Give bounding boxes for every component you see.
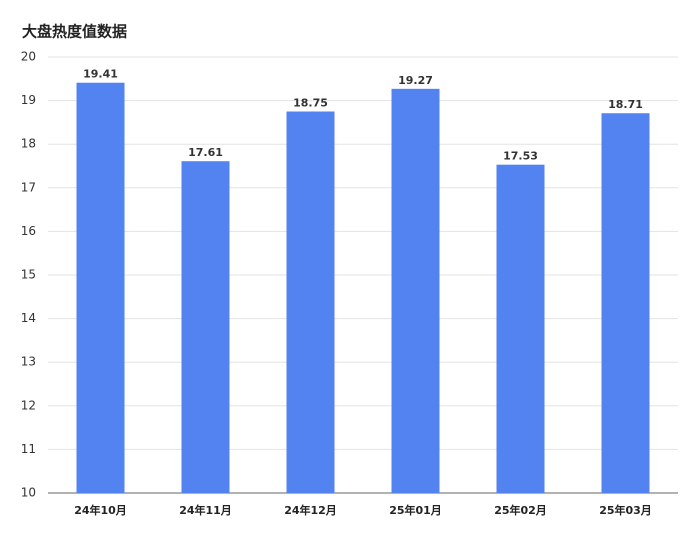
- x-tick-label: 25年03月: [599, 503, 652, 517]
- bar: [286, 111, 335, 493]
- bar: [496, 164, 545, 493]
- x-tick-label: 24年12月: [284, 503, 337, 517]
- bar: [181, 161, 230, 494]
- y-tick-label: 17: [21, 180, 36, 194]
- value-label: 18.71: [608, 98, 643, 111]
- y-tick-label: 10: [21, 486, 36, 500]
- y-tick-label: 16: [21, 224, 36, 238]
- x-tick-label: 25年02月: [494, 503, 547, 517]
- y-tick-label: 19: [21, 93, 36, 107]
- bar: [391, 88, 440, 493]
- y-tick-label: 13: [21, 355, 36, 369]
- value-label: 19.41: [83, 68, 118, 81]
- value-label: 18.75: [293, 97, 328, 110]
- value-label: 19.27: [398, 74, 433, 87]
- bar: [601, 113, 650, 493]
- x-tick-label: 24年11月: [179, 503, 232, 517]
- chart-title: 大盘热度值数据: [22, 23, 127, 41]
- x-tick-label: 24年10月: [74, 503, 127, 517]
- y-tick-label: 15: [21, 268, 36, 282]
- y-tick-label: 11: [21, 442, 36, 456]
- value-label: 17.53: [503, 150, 538, 163]
- y-tick-label: 12: [21, 398, 36, 412]
- bar: [76, 82, 125, 493]
- y-tick-label: 18: [21, 137, 36, 151]
- value-label: 17.61: [188, 146, 223, 159]
- x-tick-label: 25年01月: [389, 503, 442, 517]
- y-tick-label: 14: [21, 311, 36, 325]
- y-tick-label: 20: [21, 50, 36, 64]
